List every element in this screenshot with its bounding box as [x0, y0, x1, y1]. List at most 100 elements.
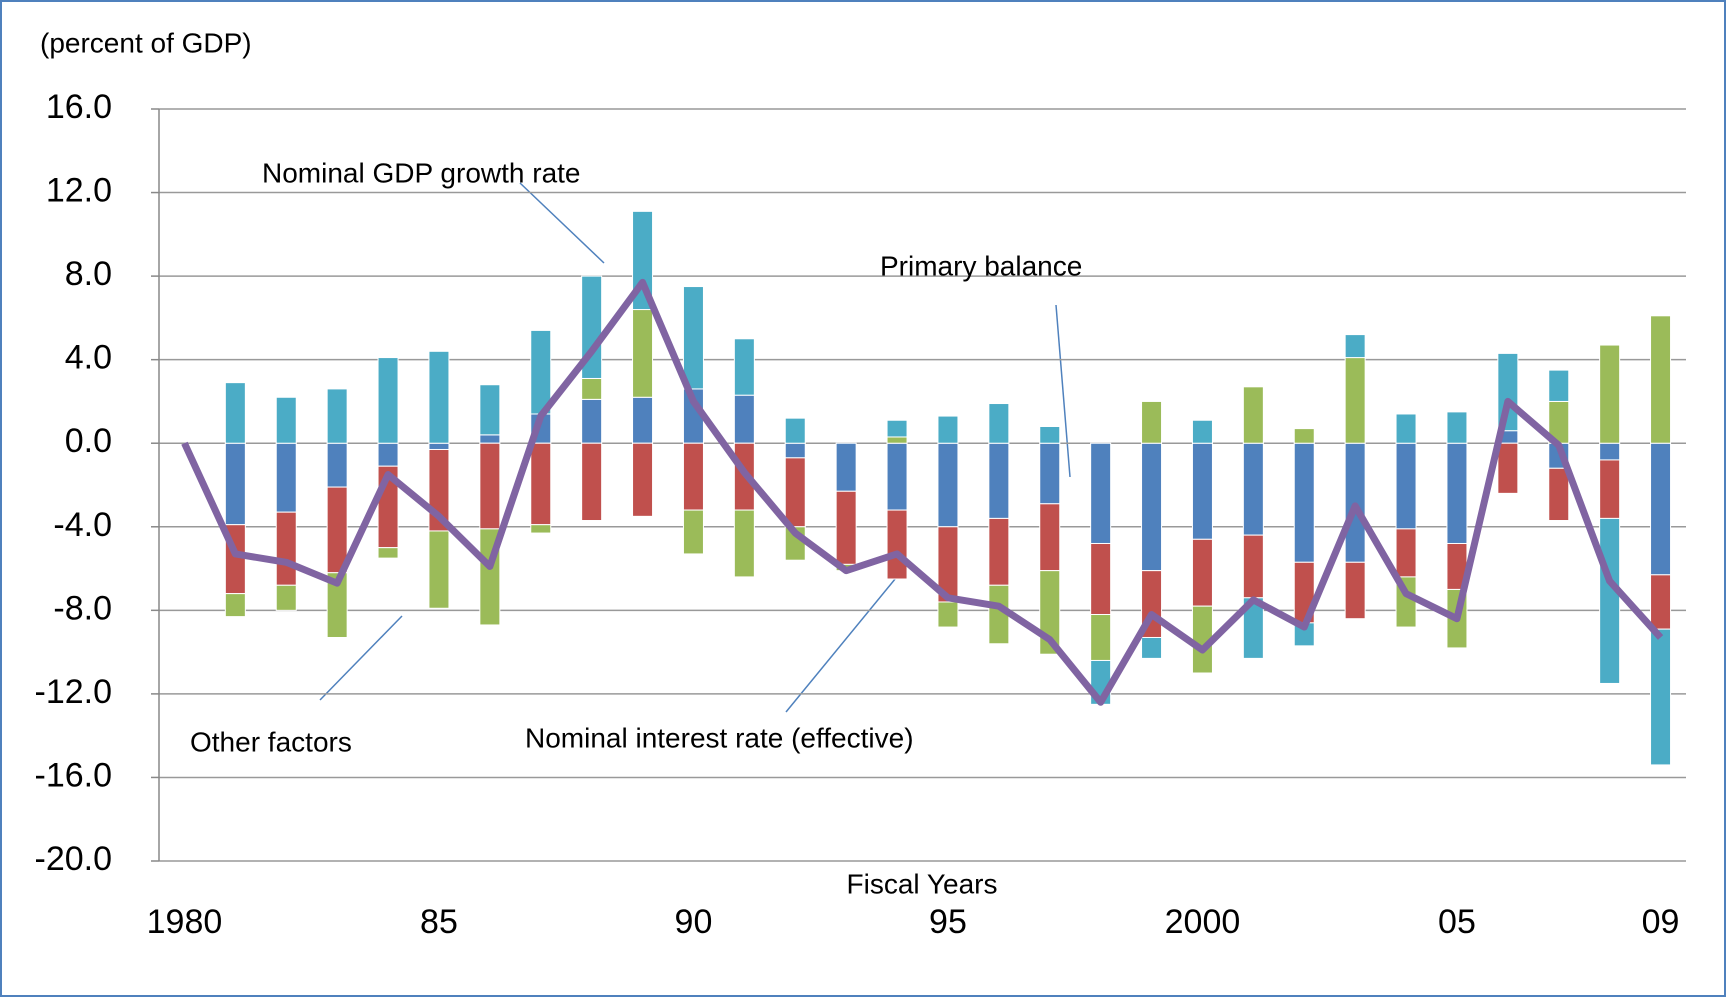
bar-segment [1599, 459, 1621, 519]
series-label: Other factors [190, 726, 352, 757]
series-label: Nominal interest rate (effective) [525, 722, 914, 753]
bar-segment [224, 382, 246, 444]
bar-segment [937, 415, 959, 444]
bar-segment [632, 442, 654, 517]
bar-segment [1344, 357, 1366, 444]
bar-segment [581, 398, 603, 444]
bar-segment [784, 457, 806, 528]
x-tick-label: 85 [420, 903, 458, 941]
y-tick-label: -20.0 [35, 840, 113, 878]
bar-segment [1090, 614, 1112, 661]
bar-segment [835, 442, 857, 492]
bar-segment [886, 419, 908, 438]
bar-segment [1446, 411, 1468, 444]
bar-segment [1446, 442, 1468, 544]
bar-segment [275, 584, 297, 611]
bar-segment [530, 329, 552, 415]
bar-segment [1650, 628, 1672, 766]
y-tick-label: -8.0 [53, 589, 112, 627]
bar-segment [326, 572, 348, 638]
bar-segment [632, 396, 654, 444]
bar-segment [1242, 386, 1264, 444]
bar-segment [886, 509, 908, 580]
annotation-arrows [319, 182, 1071, 713]
bar-segment [275, 396, 297, 444]
bar-segment [1141, 442, 1163, 572]
bar-segment [275, 511, 297, 586]
bar-segment [682, 442, 704, 511]
bar-segment [224, 442, 246, 526]
bar-segment [1141, 400, 1163, 444]
bar-segment [682, 286, 704, 390]
bar-segment [326, 388, 348, 444]
y-tick-label: 8.0 [65, 255, 112, 293]
bar-segment [1090, 442, 1112, 544]
bar-segment [479, 442, 501, 530]
bar-segment [1242, 442, 1264, 536]
x-tick-label: 2000 [1165, 903, 1241, 941]
y-tick-label: -4.0 [53, 506, 112, 544]
bar-segment [1599, 517, 1621, 684]
y-tick-label: 0.0 [65, 422, 112, 460]
x-tick-label: 05 [1438, 903, 1476, 941]
series-label: Primary balance [880, 250, 1082, 281]
bar-segment [1344, 561, 1366, 620]
bar-segment [784, 442, 806, 459]
y-tick-label: -16.0 [35, 756, 113, 794]
bar-segment [1293, 442, 1315, 563]
bar-segment [682, 509, 704, 555]
bar-segment [530, 442, 552, 526]
bar-segment [988, 517, 1010, 586]
bar-segment [377, 442, 399, 467]
bar-segment [988, 403, 1010, 444]
bar-segment [937, 442, 959, 528]
bar-segment [1395, 413, 1417, 444]
bar-segment [1191, 419, 1213, 444]
bar-segment [224, 593, 246, 618]
y-tick-label: 12.0 [46, 172, 112, 210]
bar-segment [1650, 315, 1672, 444]
bar-segment [377, 547, 399, 559]
bar-segment [1650, 442, 1672, 576]
bar-segment [1191, 538, 1213, 607]
x-tick-label: 90 [675, 903, 713, 941]
bar-segment [1497, 442, 1519, 494]
bar-segment [581, 442, 603, 522]
bar-segment [733, 338, 755, 396]
bar-segment [1548, 467, 1570, 522]
bar-segment [275, 442, 297, 513]
x-tick-label: 09 [1642, 903, 1680, 941]
y-tick-label: 16.0 [46, 88, 112, 126]
bar-segment [1039, 426, 1061, 444]
bar-segment [1548, 369, 1570, 402]
bar-segment [886, 436, 908, 444]
x-tick-label: 1980 [147, 903, 223, 941]
bar-segment [733, 509, 755, 578]
bar-segment [632, 309, 654, 398]
bar-segment [530, 524, 552, 534]
bar-segment [886, 442, 908, 511]
bar-segment [377, 357, 399, 444]
bar-segment [1242, 534, 1264, 599]
bar-segment [733, 394, 755, 444]
bar-segment [937, 601, 959, 628]
x-tick-label: 95 [929, 903, 967, 941]
bar-segment [1090, 542, 1112, 616]
y-tick-label: 4.0 [65, 339, 112, 377]
bar-segment [428, 530, 450, 609]
bar-segment [1599, 344, 1621, 444]
y-axis-label: (percent of GDP) [40, 27, 252, 58]
bar-segment [1599, 442, 1621, 461]
bar-segment [1344, 334, 1366, 359]
line [181, 278, 1664, 706]
bar-segment [428, 442, 450, 450]
y-tick-label: -12.0 [35, 673, 113, 711]
bar-segment [479, 434, 501, 444]
bar-segment [479, 384, 501, 436]
bar-segment [1191, 442, 1213, 540]
bar-segment [1039, 503, 1061, 572]
bar-segment [784, 417, 806, 444]
bar-segment [1141, 636, 1163, 659]
bar-segment [1395, 442, 1417, 530]
